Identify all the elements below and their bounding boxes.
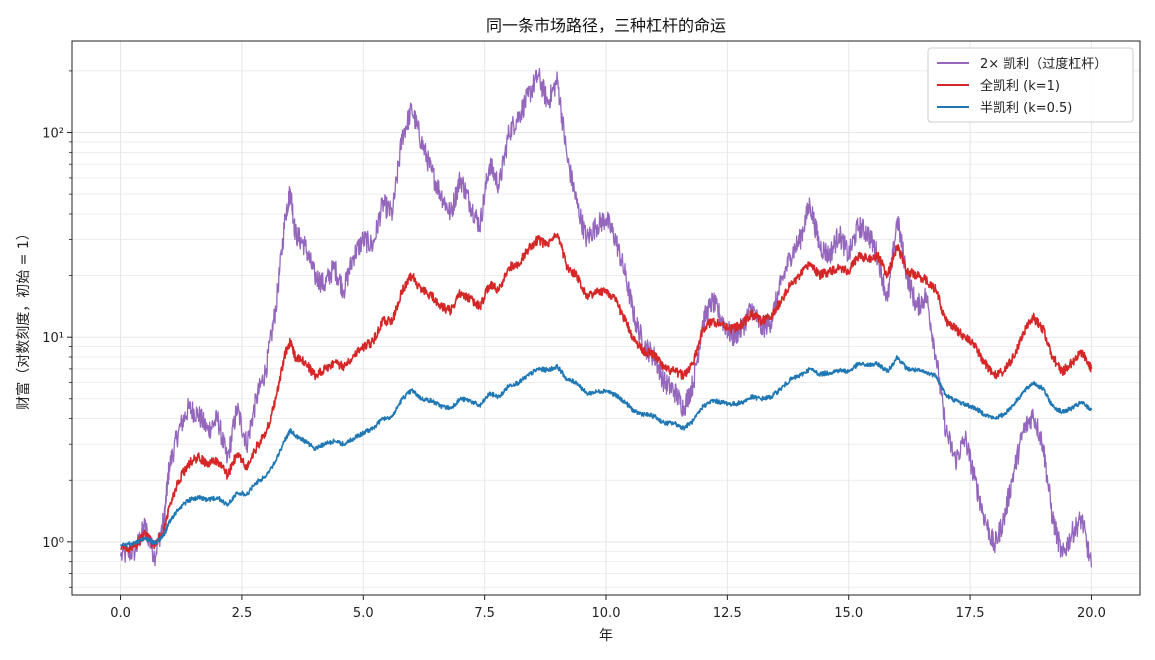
legend-items: 2× 凯利（过度杠杆） 全凯利 (k=1) 半凯利 (k=0.5) — [937, 56, 1107, 116]
x-tick-label: 17.5 — [956, 606, 985, 621]
x-tick-label: 20.0 — [1077, 606, 1106, 621]
x-tick-label: 7.5 — [474, 606, 495, 621]
legend-label: 半凯利 (k=0.5) — [980, 101, 1072, 116]
series-line-3 — [119, 355, 1093, 548]
x-axis-ticks: 0.0 2.5 5.0 7.5 10.0 12.5 15.0 17.5 20.0 — [110, 595, 1106, 621]
x-tick-label: 0.0 — [110, 606, 131, 621]
y-tick-label: 10² — [42, 127, 64, 142]
y-axis-title: 财富（对数刻度，初始 = 1） — [15, 226, 32, 410]
series-line-1 — [119, 68, 1093, 568]
x-tick-label: 2.5 — [232, 606, 253, 621]
chart-title: 同一条市场路径，三种杠杆的命运 — [486, 16, 726, 35]
series-layer — [119, 68, 1093, 568]
x-tick-label: 15.0 — [834, 606, 863, 621]
legend: 2× 凯利（过度杠杆） 全凯利 (k=1) 半凯利 (k=0.5) — [927, 47, 1134, 123]
legend-label: 2× 凯利（过度杠杆） — [980, 56, 1107, 72]
legend-box — [927, 47, 1134, 123]
y-tick-label: 10⁰ — [42, 536, 64, 551]
x-tick-label: 10.0 — [592, 606, 621, 621]
x-tick-label: 5.0 — [353, 606, 374, 621]
grid-layer — [72, 41, 1140, 595]
y-tick-label: 10¹ — [42, 331, 64, 346]
x-tick-label: 12.5 — [713, 606, 742, 621]
y-axis-ticks: 10⁰ 10¹ 10² — [42, 70, 72, 588]
x-axis-title: 年 — [599, 628, 613, 644]
legend-label: 全凯利 (k=1) — [980, 78, 1060, 94]
series-line-2 — [120, 232, 1093, 554]
